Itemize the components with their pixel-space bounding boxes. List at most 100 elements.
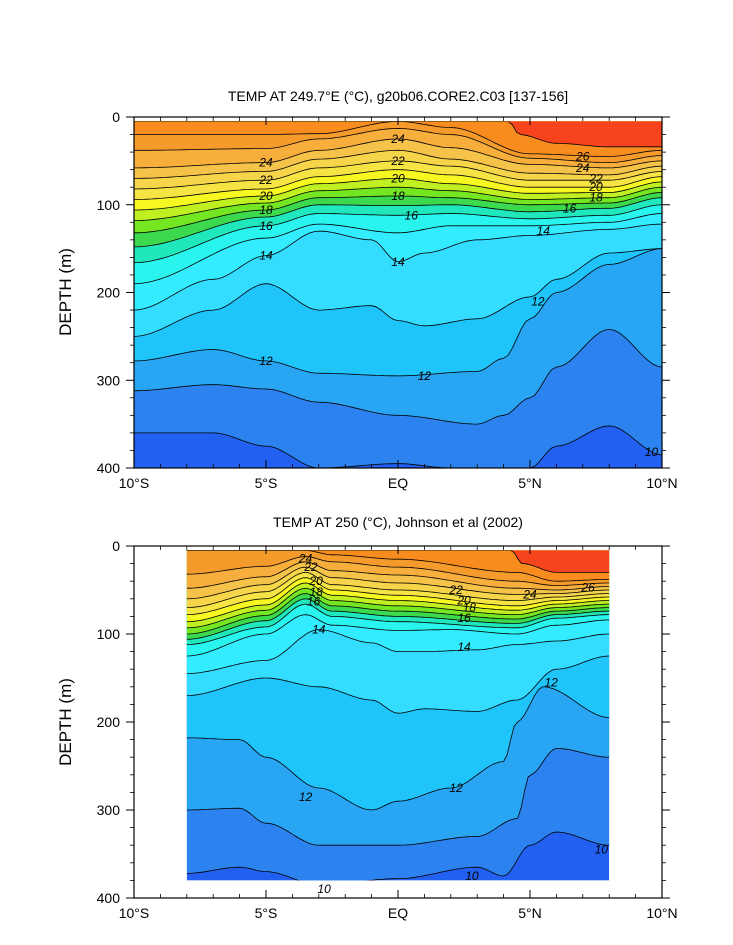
contour-label: 22 — [588, 171, 603, 185]
y-tick-label: 0 — [112, 538, 120, 554]
y-tick-label: 400 — [97, 460, 121, 476]
contour-label: 18 — [259, 203, 273, 217]
contour-label: 14 — [537, 224, 551, 238]
isotherm-11 — [134, 328, 662, 425]
contour-label: 24 — [575, 161, 590, 175]
contour-label: 12 — [299, 790, 313, 804]
contour-label: 14 — [457, 640, 471, 654]
y-tick-label: 100 — [97, 626, 121, 642]
contour-label: 12 — [449, 781, 463, 795]
x-tick-label: 5°N — [518, 905, 542, 921]
y-axis-label: DEPTH (m) — [56, 678, 75, 766]
isotherm-19 — [186, 587, 610, 629]
contour-label: 16 — [457, 611, 471, 625]
contour-label: 20 — [588, 180, 603, 194]
x-tick-label: 10°N — [646, 905, 677, 921]
x-tick-label: 10°S — [119, 475, 150, 491]
contour-label: 24 — [258, 156, 273, 170]
panel-title: TEMP AT 249.7°E (°C), g20b06.CORE2.C03 [… — [228, 88, 568, 104]
isotherm-17 — [186, 598, 610, 640]
y-tick-label: 100 — [97, 197, 121, 213]
y-tick-label: 400 — [97, 890, 121, 906]
contour-label: 18 — [391, 189, 405, 203]
isotherm-24 — [186, 561, 610, 591]
isotherm-19 — [134, 186, 662, 221]
isotherm-13 — [134, 248, 662, 337]
y-tick-label: 200 — [97, 714, 121, 730]
y-tick-label: 0 — [112, 109, 120, 125]
isotherm-22 — [186, 571, 610, 608]
contour-label: 18 — [589, 191, 603, 205]
isotherm-11 — [186, 747, 610, 846]
y-tick-label: 300 — [97, 802, 121, 818]
x-tick-label: 5°N — [518, 475, 542, 491]
contour-label: 16 — [563, 201, 577, 215]
isotherm-21 — [186, 577, 610, 615]
isotherm-14 — [186, 629, 610, 674]
isotherm-20 — [186, 582, 610, 623]
isotherm-17 — [134, 197, 662, 248]
contour-label: 24 — [298, 551, 313, 565]
contour-plot: 2422201816141224222018161412262422201816… — [97, 109, 678, 491]
contour-label: 10 — [595, 843, 609, 857]
isotherm-20 — [134, 177, 662, 211]
panel-title: TEMP AT 250 (°C), Johnson et al (2002) — [273, 514, 523, 530]
contour-label: 22 — [448, 583, 463, 597]
isotherm-14 — [134, 223, 662, 311]
x-tick-label: EQ — [388, 475, 408, 491]
contour-label: 20 — [390, 171, 405, 185]
contour-label: 24 — [390, 132, 405, 146]
x-tick-label: 5°S — [255, 475, 278, 491]
isotherm-24 — [134, 138, 662, 169]
panel-model: TEMP AT 249.7°E (°C), g20b06.CORE2.C03 [… — [56, 88, 678, 491]
y-tick-label: 200 — [97, 285, 121, 301]
isotherm-26 — [186, 550, 610, 582]
contour-label: 16 — [259, 219, 273, 233]
isotherm-18 — [134, 192, 662, 234]
contour-label: 16 — [307, 594, 321, 608]
y-tick-label: 300 — [97, 372, 121, 388]
contour-label: 22 — [258, 173, 273, 187]
x-tick-label: 5°S — [255, 905, 278, 921]
contour-label: 10 — [465, 869, 479, 883]
contour-label: 12 — [259, 354, 273, 368]
isotherm-15 — [134, 213, 662, 285]
x-tick-label: 10°S — [119, 905, 150, 921]
isotherm-27 — [186, 550, 610, 573]
isotherm-16 — [134, 204, 662, 264]
isotherm-16 — [186, 603, 610, 645]
x-tick-label: EQ — [388, 905, 408, 921]
isotherm-15 — [186, 614, 610, 657]
isotherm-10 — [186, 831, 610, 881]
contour-label: 24 — [522, 587, 537, 601]
isotherm-12 — [186, 686, 610, 811]
isotherm-18 — [186, 593, 610, 635]
contour-label: 20 — [308, 574, 323, 588]
contour-label: 26 — [580, 580, 595, 594]
contour-fill-27 — [510, 550, 610, 573]
contour-label: 18 — [309, 585, 323, 599]
isotherm-21 — [134, 169, 662, 200]
isotherm-23 — [134, 149, 662, 179]
contour-label: 26 — [575, 149, 590, 163]
contour-fill-27 — [134, 121, 662, 147]
contour-plot: 2422201816141210222018161412102426121010… — [97, 538, 678, 921]
contour-label: 16 — [405, 208, 419, 222]
contour-label: 10 — [317, 882, 331, 896]
isotherm-25 — [186, 556, 610, 586]
contour-label: 12 — [531, 294, 545, 308]
contour-label: 22 — [390, 154, 405, 168]
contour-label: 14 — [312, 623, 326, 637]
contour-label: 20 — [456, 594, 471, 608]
isotherm-13 — [186, 655, 610, 714]
contour-label: 14 — [391, 255, 405, 269]
contour-label: 14 — [259, 249, 273, 263]
contour-label: 12 — [544, 675, 558, 689]
contour-label: 12 — [418, 369, 432, 383]
contour-label: 10 — [645, 445, 659, 459]
contour-label: 20 — [258, 189, 273, 203]
contour-label: 18 — [463, 601, 477, 615]
isotherm-25 — [134, 127, 662, 163]
panel-observations: TEMP AT 250 (°C), Johnson et al (2002) D… — [56, 514, 678, 921]
